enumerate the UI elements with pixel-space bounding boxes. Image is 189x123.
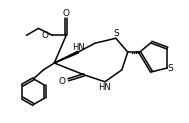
Text: HN: HN xyxy=(98,83,111,92)
Text: O: O xyxy=(59,77,66,86)
Text: S: S xyxy=(113,29,119,38)
Text: O: O xyxy=(41,31,48,40)
Text: HN: HN xyxy=(72,43,84,52)
Text: O: O xyxy=(63,9,70,18)
Text: S: S xyxy=(168,64,173,73)
Polygon shape xyxy=(54,51,79,63)
